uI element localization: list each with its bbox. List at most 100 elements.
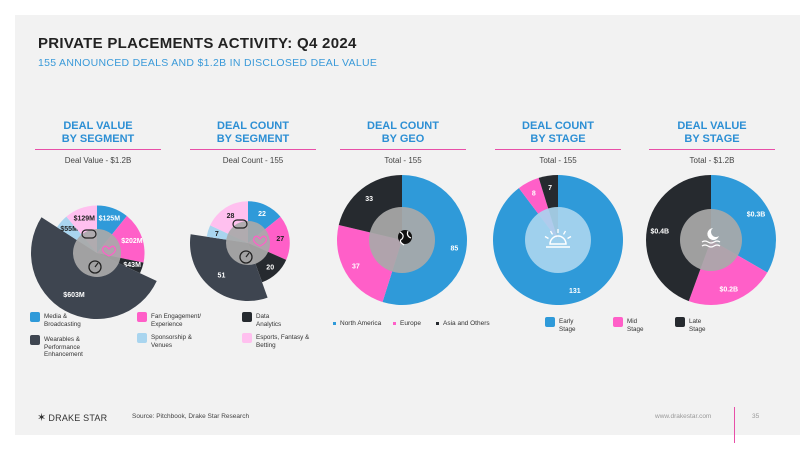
chart-1-underline (35, 149, 161, 150)
legend-geo-asia-label: Asia and Others (443, 320, 490, 327)
legend-esports-label: Esports, Fantasy & Betting (256, 334, 310, 349)
legend-media-label: Media & Broadcasting (44, 313, 81, 328)
legend-geo-asia-dot (436, 321, 439, 325)
pie-2-label-3: 20 (266, 264, 274, 271)
gauge-icon (88, 260, 102, 274)
legend-geo-asia: Asia and Others (436, 320, 490, 327)
page-title: PRIVATE PLACEMENTS ACTIVITY: Q4 2024 (38, 35, 357, 52)
heart-icon (253, 235, 267, 247)
chart-2-heading: DEAL COUNT BY SEGMENT (190, 120, 316, 146)
chart-4-subheading: Total - 155 (539, 156, 577, 165)
legend-geo-eu: Europe (393, 320, 421, 327)
pie-5-slice-3 (646, 175, 711, 302)
pie-5-label-3: $0.4B (650, 228, 669, 235)
website-link[interactable]: www.drakestar.com (655, 413, 712, 420)
legend-sponsorship-label: Sponsorship & Venues (151, 334, 192, 349)
pie-2-label-6: 28 (227, 213, 235, 220)
segment-icons-2 (232, 219, 267, 264)
chart-5-heading-line1: DEAL VALUE (677, 120, 747, 132)
pie-4-label-1: 131 (569, 288, 581, 295)
chart-3-subheading: Total - 155 (384, 156, 422, 165)
legend-fan-label: Fan Engagement/ Experience (151, 313, 202, 328)
logo-text: DRAKE STAR (48, 413, 108, 423)
pie-1-label-1: $125M (99, 216, 121, 223)
analytics-icon (242, 312, 252, 322)
pie-1-label-6: $129M (74, 216, 96, 223)
pie-2-label-5: 7 (215, 231, 219, 238)
chart-5-heading: DEAL VALUE BY STAGE (649, 120, 775, 146)
legend-geo-eu-label: Europe (400, 320, 421, 327)
chart-2-subheading: Deal Count - 155 (222, 156, 284, 165)
fan-icon (137, 312, 147, 322)
chart-1-heading-line2: BY SEGMENT (61, 133, 135, 145)
pie-2-label-4: 51 (218, 273, 226, 280)
legend-analytics-label: Data Analytics (256, 313, 282, 328)
chart-1-heading: DEAL VALUE BY SEGMENT (35, 120, 161, 146)
legend-geo-eu-dot (393, 321, 396, 325)
chart-2-heading-line2: BY SEGMENT (216, 133, 290, 145)
chart-5-underline (649, 149, 775, 150)
page-number: 35 (752, 413, 760, 420)
sunrise-icon (544, 229, 572, 248)
chart-3-heading-line1: DEAL COUNT (367, 120, 439, 132)
pie-3-label-3: 33 (365, 196, 373, 203)
media-icon (30, 312, 40, 322)
pie-1-label-4: $603M (63, 292, 85, 299)
sponsorship-icon (137, 333, 147, 343)
pie-4-center (525, 207, 591, 273)
controller-icon (81, 229, 97, 239)
footer-divider (734, 407, 735, 443)
chart-2-heading-line1: DEAL COUNT (217, 120, 289, 132)
pie-chart-3: 85 37 33 (337, 174, 467, 305)
pie-1-label-5: $55M (60, 226, 78, 233)
chart-3-underline (340, 149, 466, 150)
charts-canvas: $125M $202M $43M $603M $55M $129M 22 27 20 51 7 28 8… (30, 174, 776, 320)
source-note: Source: Pitchbook, Drake Star Research (132, 413, 250, 420)
chart-1-subheading: Deal Value - $1.2B (64, 156, 132, 165)
chart-2-underline (190, 149, 316, 150)
late-stage-icon (675, 317, 685, 327)
pie-4-label-3: 7 (548, 185, 552, 192)
pie-3-label-1: 85 (450, 246, 458, 253)
early-stage-icon (545, 317, 555, 327)
pie-5-label-1: $0.3B (747, 212, 766, 219)
chart-1-heading-line1: DEAL VALUE (63, 120, 133, 132)
pie-3-label-2: 37 (352, 264, 360, 271)
globe-icon (398, 230, 412, 246)
page-subtitle: 155 ANNOUNCED DEALS AND $1.2B IN DISCLOS… (38, 57, 378, 69)
pie-5-center (680, 209, 742, 271)
segment-icons-1 (81, 229, 116, 274)
controller-icon (232, 219, 248, 229)
legend-early-label: Early Stage (559, 318, 576, 333)
pie-2-label-1: 22 (258, 211, 266, 218)
chart-4-underline (495, 149, 621, 150)
esports-icon (242, 333, 252, 343)
legend-wearables-label: Wearables & Performance Enhancement (44, 336, 83, 358)
night-wave-icon (701, 228, 721, 248)
wearables-icon (30, 335, 40, 345)
legend-geo-na: North America (333, 320, 381, 327)
chart-4-heading-line2: BY STAGE (530, 133, 586, 145)
pie-chart-4: 131 8 7 (492, 175, 623, 305)
pie-1-label-3: $43M (123, 262, 141, 269)
legend-mid-label: Mid Stage (627, 318, 644, 333)
legend-geo-na-dot (333, 321, 336, 325)
pie-5-label-2: $0.2B (719, 286, 738, 293)
chart-3-heading: DEAL COUNT BY GEO (340, 120, 466, 146)
gauge-icon (239, 250, 253, 264)
chart-4-heading: DEAL COUNT BY STAGE (495, 120, 621, 146)
pie-1-label-2: $202M (121, 238, 143, 245)
pie-2-center (226, 221, 270, 265)
pie-2-label-2: 27 (276, 236, 284, 243)
star-icon: ✶ (37, 412, 47, 424)
pie-chart-2: 22 27 20 51 7 28 (189, 201, 290, 301)
pie-4-label-2: 8 (532, 190, 536, 197)
legend-geo-na-label: North America (340, 320, 382, 327)
legend-late-label: Late Stage (689, 318, 706, 333)
chart-5-subheading: Total - $1.2B (689, 156, 735, 165)
chart-5-heading-line2: BY STAGE (684, 133, 740, 145)
pie-chart-5: $0.3B $0.2B $0.4B (646, 175, 776, 305)
slide: PRIVATE PLACEMENTS ACTIVITY: Q4 2024 155… (15, 15, 800, 443)
pie-1-center (73, 229, 121, 277)
chart-3-heading-line2: BY GEO (381, 133, 425, 145)
